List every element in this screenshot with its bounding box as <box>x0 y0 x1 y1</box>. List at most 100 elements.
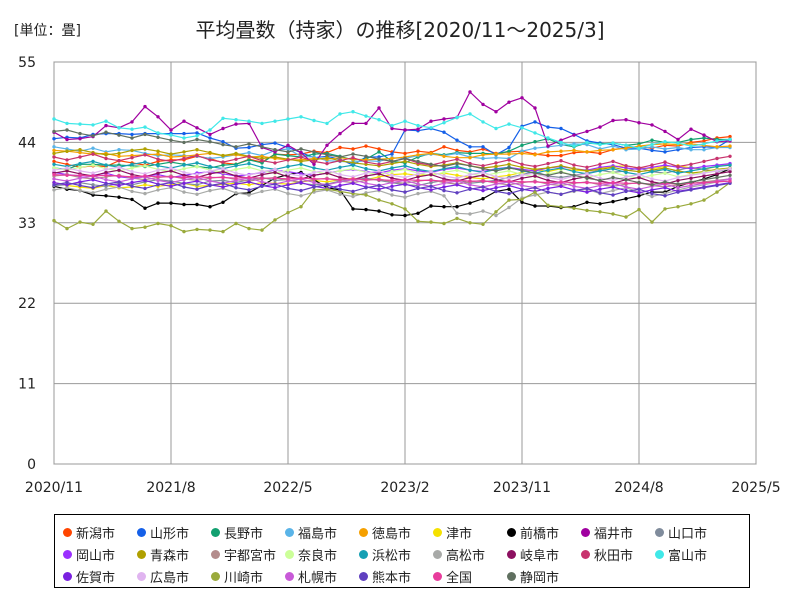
data-point <box>468 175 472 180</box>
data-point <box>156 152 160 156</box>
data-point <box>208 150 212 155</box>
data-point <box>78 148 82 152</box>
data-point <box>312 185 316 189</box>
data-point <box>377 118 381 122</box>
data-point <box>195 161 199 165</box>
data-point <box>286 183 290 187</box>
data-point <box>442 130 446 134</box>
data-point <box>676 178 680 183</box>
data-point <box>598 148 602 153</box>
data-point <box>572 167 576 171</box>
data-point <box>325 177 329 181</box>
data-point <box>455 151 459 156</box>
data-point <box>299 162 303 166</box>
data-point <box>676 182 680 186</box>
data-point <box>481 145 485 149</box>
data-point <box>442 194 446 198</box>
legend-row: 岡山市 青森市 宇都宮市 奈良市 浜松市 高松市 岐阜市 秋田市 富山市 <box>63 543 749 565</box>
data-point <box>91 134 95 138</box>
legend-marker-icon <box>211 549 220 559</box>
data-point <box>169 138 173 142</box>
data-point <box>325 143 329 147</box>
legend-label: 佐賀市 <box>76 570 116 586</box>
data-point <box>130 156 134 160</box>
legend-item: 富山市 <box>655 545 729 564</box>
data-point <box>143 147 147 151</box>
data-point <box>585 190 589 194</box>
data-point <box>481 102 485 107</box>
data-point <box>273 167 277 172</box>
legend-label: 宇都宮市 <box>224 548 277 564</box>
data-point <box>650 183 654 187</box>
data-point <box>611 170 615 175</box>
data-point <box>546 186 550 191</box>
legend-marker-icon <box>655 527 664 537</box>
data-point <box>78 169 82 173</box>
legend-item: 静岡市 <box>507 567 581 586</box>
data-point <box>390 152 394 156</box>
data-point <box>676 186 680 190</box>
data-point <box>390 213 394 217</box>
data-point <box>130 132 134 137</box>
data-point <box>351 110 355 114</box>
data-point <box>676 205 680 209</box>
legend-label: 高松市 <box>446 548 486 564</box>
data-point <box>546 136 550 140</box>
data-point <box>104 209 108 213</box>
series-21 <box>52 180 732 234</box>
data-point <box>78 131 82 136</box>
data-point <box>78 176 82 180</box>
data-point <box>390 156 394 161</box>
data-point <box>221 178 225 183</box>
data-point <box>546 153 550 158</box>
data-point <box>182 170 186 175</box>
data-point <box>572 133 576 137</box>
data-point <box>481 197 485 201</box>
data-point <box>286 153 290 158</box>
data-point <box>234 122 238 126</box>
data-point <box>611 118 615 123</box>
data-point <box>637 172 641 177</box>
data-point <box>78 183 82 188</box>
data-point <box>390 173 394 177</box>
data-point <box>208 228 212 232</box>
data-point <box>494 156 498 160</box>
data-point <box>117 195 121 199</box>
legend-marker-icon <box>581 527 590 537</box>
data-point <box>325 156 329 160</box>
legend-marker-icon <box>359 527 368 537</box>
data-point <box>377 150 381 154</box>
data-point <box>455 138 459 142</box>
data-point <box>91 174 95 178</box>
data-point <box>702 167 706 171</box>
data-point <box>481 156 485 161</box>
data-point <box>234 182 238 186</box>
data-point <box>611 188 615 193</box>
data-point <box>429 204 433 208</box>
data-point <box>169 224 173 228</box>
data-point <box>208 164 212 169</box>
data-point <box>728 167 732 171</box>
legend-item: 岐阜市 <box>507 545 581 564</box>
data-point <box>65 169 69 173</box>
data-point <box>104 170 108 175</box>
data-point <box>182 185 186 189</box>
data-point <box>403 151 407 156</box>
data-point <box>520 188 524 192</box>
data-point <box>676 190 680 194</box>
data-point <box>247 165 251 169</box>
data-point <box>598 172 602 177</box>
data-point <box>390 193 394 197</box>
data-point <box>65 180 69 185</box>
data-point <box>65 137 69 142</box>
data-point <box>611 144 615 148</box>
data-point <box>52 137 56 141</box>
data-point <box>338 169 342 173</box>
data-point <box>377 172 381 176</box>
legend-item: 青森市 <box>137 545 211 564</box>
data-point <box>494 161 498 165</box>
data-point <box>585 150 589 154</box>
data-point <box>221 181 225 185</box>
data-point <box>65 128 69 132</box>
data-point <box>637 121 641 125</box>
